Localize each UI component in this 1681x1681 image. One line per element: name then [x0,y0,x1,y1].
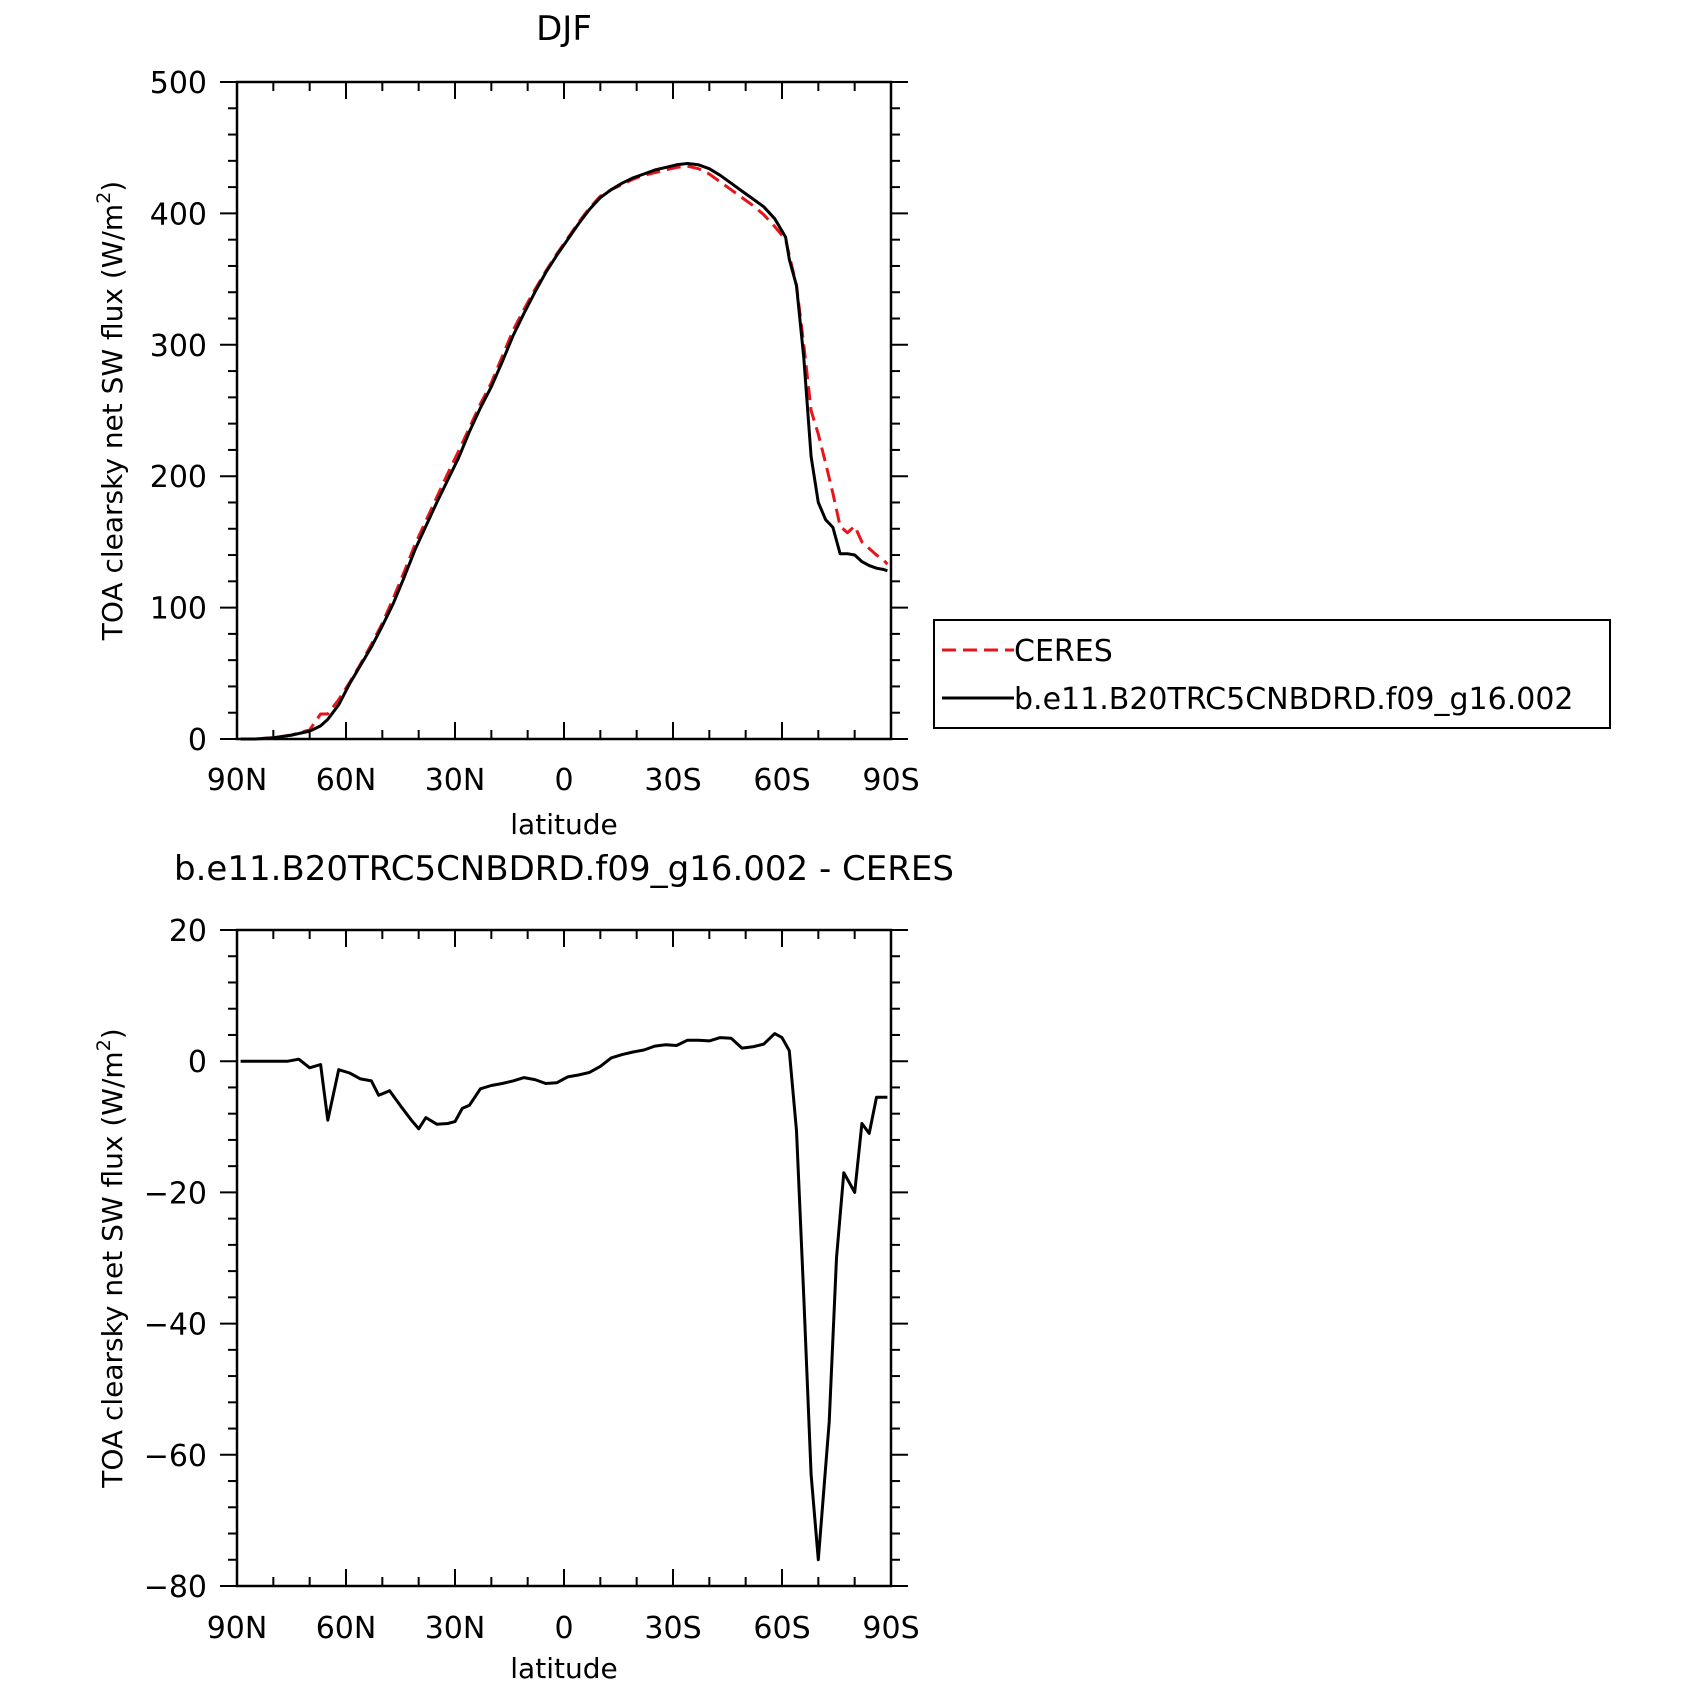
plot-frame [235,928,893,1588]
y-axis-label-close: ) [96,181,129,192]
x-axis: 90N 60N 30N 0 30S 60S 90S [207,82,920,798]
chart-panel-2: b.e11.B20TRC5CNBDRD.f09_g16.002 - CERES −… [93,849,954,1681]
y-axis-label-superscript: 2 [93,192,115,204]
y-axis-label-superscript: 2 [93,1039,115,1051]
x-tick-label: 30S [644,763,701,798]
y-tick-label: 100 [150,592,207,627]
x-tick-label: 90S [862,763,919,798]
y-axis: −80 −60 −40 −20 0 20 [144,914,908,1605]
y-tick-label: 0 [188,723,207,758]
x-axis: 90N 60N 30N 0 30S 60S 90S [207,930,920,1646]
y-tick-label: 400 [150,197,207,232]
x-axis-label: latitude [510,808,617,841]
x-tick-label: 30S [644,1611,701,1646]
series-line-2 [240,162,888,741]
y-tick-label: −60 [144,1439,207,1474]
x-tick-label: 30N [425,763,486,798]
x-tick-label: 90N [207,763,268,798]
y-tick-label: −20 [144,1176,207,1211]
y-tick-label: −40 [144,1308,207,1343]
x-tick-label: 90N [207,1611,268,1646]
y-axis-label-close: ) [96,1028,129,1039]
chart-panel-1: DJF 0 100 200 300 400 500 90N 60N 30N 0 30S 60S 90S la… [93,9,1611,841]
y-axis-label: TOA clearsky net SW flux (W/m2) [93,1028,129,1488]
y-tick-label: 500 [150,66,207,101]
x-tick-label: 0 [554,1611,573,1646]
y-axis: 0 100 200 300 400 500 [150,66,908,758]
y-axis-label-main: TOA clearsky net SW flux (W/m [96,204,129,641]
chart-title: DJF [536,9,592,49]
y-axis-label: TOA clearsky net SW flux (W/m2) [93,181,129,641]
series-line-1 [240,164,889,741]
x-axis-label: latitude [510,1652,617,1681]
y-axis-label-main: TOA clearsky net SW flux (W/m [96,1051,129,1488]
x-tick-label: 60N [316,1611,377,1646]
legend: CERES b.e11.B20TRC5CNBDRD.f09_g16.002 [933,619,1611,729]
y-tick-label: 200 [150,460,207,495]
series-line-1 [240,1032,888,1562]
y-tick-label: 0 [188,1045,207,1080]
legend-label-2: b.e11.B20TRC5CNBDRD.f09_g16.002 [1014,682,1574,717]
x-tick-label: 60N [316,763,377,798]
legend-box [933,619,1611,729]
x-tick-label: 0 [554,763,573,798]
chart-title: b.e11.B20TRC5CNBDRD.f09_g16.002 - CERES [174,849,954,889]
y-tick-label: −80 [144,1570,207,1605]
x-tick-label: 60S [753,1611,810,1646]
x-tick-label: 60S [753,763,810,798]
y-tick-label: 300 [150,329,207,364]
y-tick-label: 20 [169,914,207,949]
legend-label-1: CERES [1014,634,1113,669]
x-tick-label: 90S [862,1611,919,1646]
x-tick-label: 30N [425,1611,486,1646]
plot-frame [235,80,893,741]
